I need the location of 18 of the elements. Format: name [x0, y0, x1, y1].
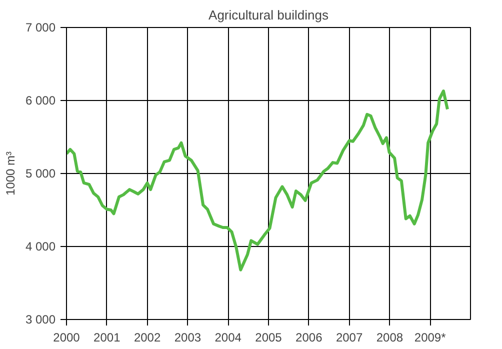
x-tick-label: 2003 — [174, 330, 202, 344]
chart-title: Agricultural buildings — [208, 8, 329, 22]
x-tick-label: 2007 — [336, 330, 363, 344]
x-tick-label: 2009* — [414, 330, 446, 344]
y-tick-label: 4 000 — [25, 240, 56, 254]
x-tick-label: 2004 — [214, 330, 242, 344]
x-tick-label: 2006 — [296, 330, 323, 344]
x-tick-label: 2002 — [134, 330, 161, 344]
line-series — [66, 90, 449, 272]
y-axis-title: 1000 m³ — [3, 151, 18, 196]
x-tick-label: 2008 — [376, 330, 404, 344]
x-tick-label: 2001 — [94, 330, 121, 344]
y-tick-label: 6 000 — [25, 94, 56, 108]
x-tick-label: 2000 — [53, 330, 80, 344]
x-tick-label: 2005 — [255, 330, 282, 344]
y-tick-label: 3 000 — [25, 312, 56, 326]
y-tick-label: 7 000 — [25, 20, 56, 34]
y-tick-label: 5 000 — [25, 166, 56, 180]
